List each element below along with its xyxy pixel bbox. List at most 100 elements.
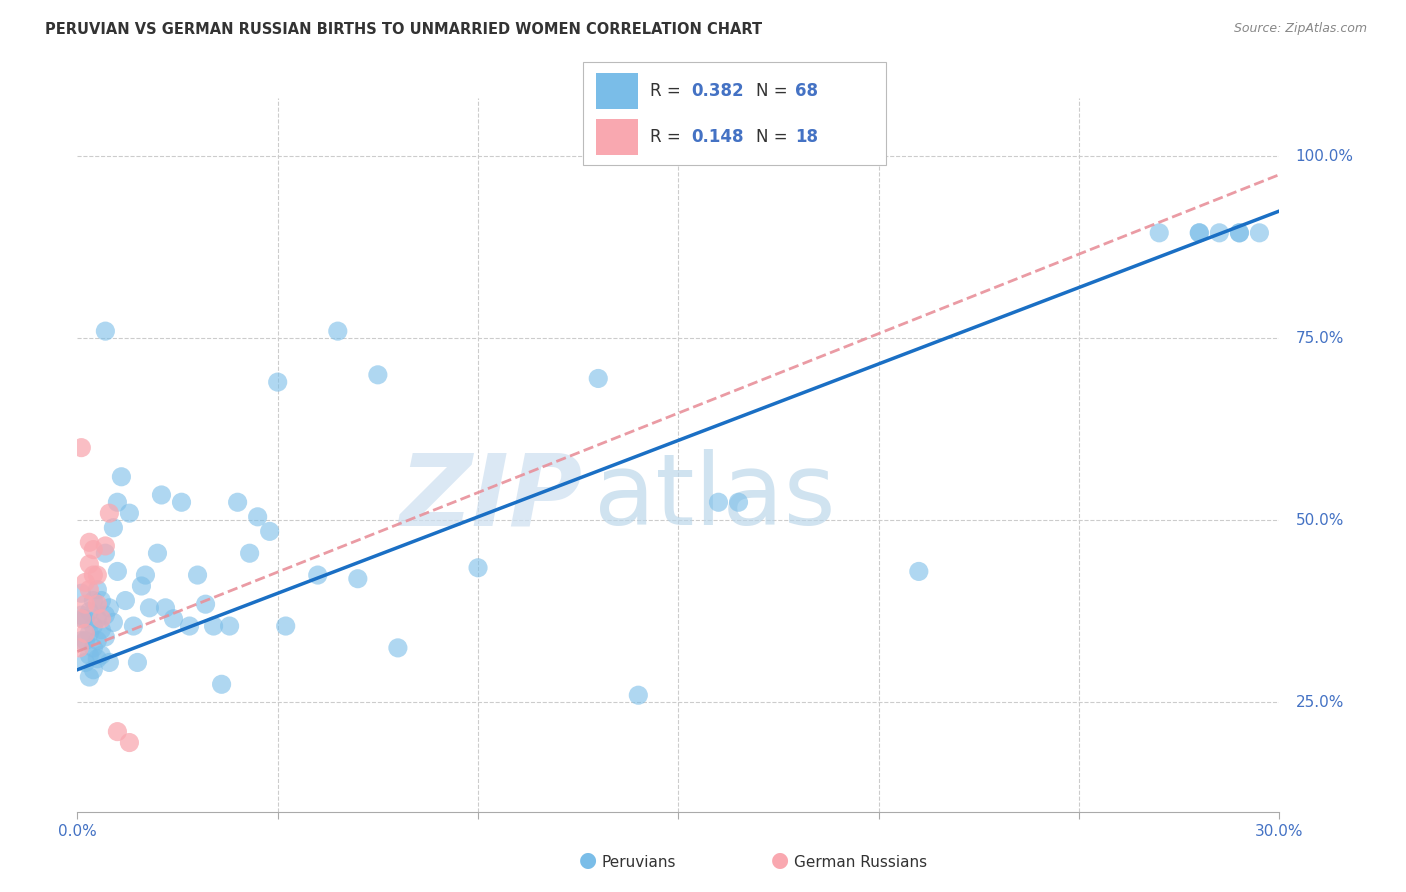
Text: 0.148: 0.148	[690, 128, 744, 145]
Point	[98, 506, 121, 520]
FancyBboxPatch shape	[583, 62, 886, 165]
Point	[127, 656, 149, 670]
Point	[82, 619, 104, 633]
Point	[194, 597, 217, 611]
Text: 0.382: 0.382	[690, 82, 744, 100]
Point	[150, 488, 173, 502]
Point	[186, 568, 209, 582]
Point	[67, 640, 90, 655]
Point	[70, 608, 93, 623]
Point	[367, 368, 389, 382]
Point	[1249, 226, 1271, 240]
Text: ●: ●	[772, 850, 789, 870]
Text: 18: 18	[796, 128, 818, 145]
Point	[1149, 226, 1171, 240]
Point	[86, 652, 108, 666]
Point	[588, 371, 610, 385]
Point	[82, 542, 104, 557]
Point	[211, 677, 233, 691]
Point	[94, 608, 117, 623]
Point	[134, 568, 156, 582]
Point	[179, 619, 201, 633]
Point	[107, 495, 129, 509]
Text: ZIP: ZIP	[399, 450, 582, 546]
Point	[75, 656, 97, 670]
Point	[246, 509, 269, 524]
Point	[75, 612, 97, 626]
Point	[326, 324, 349, 338]
Point	[94, 630, 117, 644]
Text: R =: R =	[650, 82, 686, 100]
Point	[155, 600, 177, 615]
Point	[259, 524, 281, 539]
Point	[70, 612, 93, 626]
Point	[79, 605, 101, 619]
Point	[131, 579, 153, 593]
Point	[79, 582, 101, 597]
Point	[103, 615, 125, 630]
Point	[79, 648, 101, 662]
Point	[70, 586, 93, 600]
Point	[86, 582, 108, 597]
Point	[122, 619, 145, 633]
Text: 50.0%: 50.0%	[1295, 513, 1344, 528]
Point	[707, 495, 730, 509]
Point	[86, 568, 108, 582]
Point	[118, 735, 141, 749]
Point	[79, 626, 101, 640]
Text: N =: N =	[756, 128, 793, 145]
Bar	[596, 73, 638, 109]
Text: Peruvians: Peruvians	[602, 855, 676, 870]
Point	[1188, 226, 1211, 240]
Text: Source: ZipAtlas.com: Source: ZipAtlas.com	[1233, 22, 1367, 36]
Point	[90, 593, 112, 607]
Point	[138, 600, 160, 615]
Point	[82, 663, 104, 677]
Point	[75, 597, 97, 611]
Text: German Russians: German Russians	[794, 855, 928, 870]
Point	[82, 640, 104, 655]
Point	[162, 612, 184, 626]
Point	[347, 572, 370, 586]
Point	[94, 539, 117, 553]
Point	[226, 495, 249, 509]
Point	[146, 546, 169, 560]
Point	[86, 633, 108, 648]
Text: R =: R =	[650, 128, 686, 145]
Point	[267, 375, 290, 389]
Point	[75, 575, 97, 590]
Point	[90, 648, 112, 662]
Point	[170, 495, 193, 509]
Point	[107, 565, 129, 579]
Point	[79, 557, 101, 571]
Point	[90, 623, 112, 637]
Point	[627, 688, 650, 702]
Point	[307, 568, 329, 582]
Point	[98, 656, 121, 670]
Point	[70, 441, 93, 455]
Point	[118, 506, 141, 520]
Point	[218, 619, 240, 633]
Point	[727, 495, 749, 509]
Text: ●: ●	[579, 850, 596, 870]
Point	[98, 600, 121, 615]
Point	[86, 612, 108, 626]
Text: atlas: atlas	[595, 450, 837, 546]
Text: N =: N =	[756, 82, 793, 100]
Point	[467, 561, 489, 575]
Point	[82, 568, 104, 582]
Text: 25.0%: 25.0%	[1295, 695, 1344, 710]
Point	[103, 521, 125, 535]
Point	[79, 670, 101, 684]
Point	[239, 546, 262, 560]
Point	[1208, 226, 1230, 240]
Point	[75, 626, 97, 640]
Text: 68: 68	[796, 82, 818, 100]
Point	[1188, 226, 1211, 240]
Bar	[596, 119, 638, 155]
Text: 100.0%: 100.0%	[1295, 149, 1354, 164]
Point	[70, 633, 93, 648]
Point	[72, 612, 94, 626]
Point	[110, 469, 132, 483]
Point	[79, 535, 101, 549]
